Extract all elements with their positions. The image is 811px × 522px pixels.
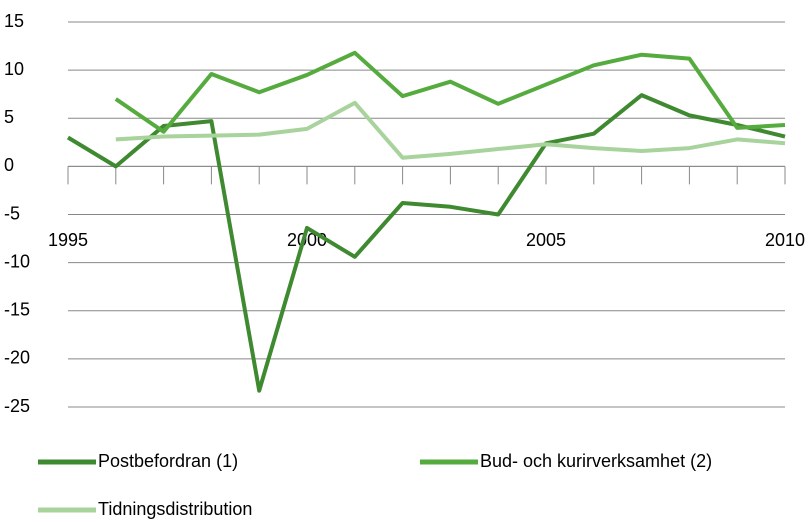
y-tick-label: 10 [4,59,24,79]
series-line [115,100,786,160]
series-line [66,93,786,393]
series-line [114,50,786,134]
legend-label: Bud- och kurirverksamhet (2) [480,451,712,471]
y-tick-label: -5 [4,203,20,223]
legend-label: Postbefordran (1) [98,451,238,471]
y-tick-label: -10 [4,251,30,271]
x-tick-label: 2010 [765,230,805,250]
y-tick-label: 0 [4,155,14,175]
y-tick-label: -25 [4,396,30,416]
y-tick-label: -20 [4,348,30,368]
x-tick-label: 1995 [48,230,88,250]
y-tick-label: -15 [4,300,30,320]
y-tick-label: 5 [4,107,14,127]
y-tick-label: 15 [4,11,24,31]
x-tick-label: 2005 [526,230,566,250]
legend-label: Tidningsdistribution [98,499,252,519]
